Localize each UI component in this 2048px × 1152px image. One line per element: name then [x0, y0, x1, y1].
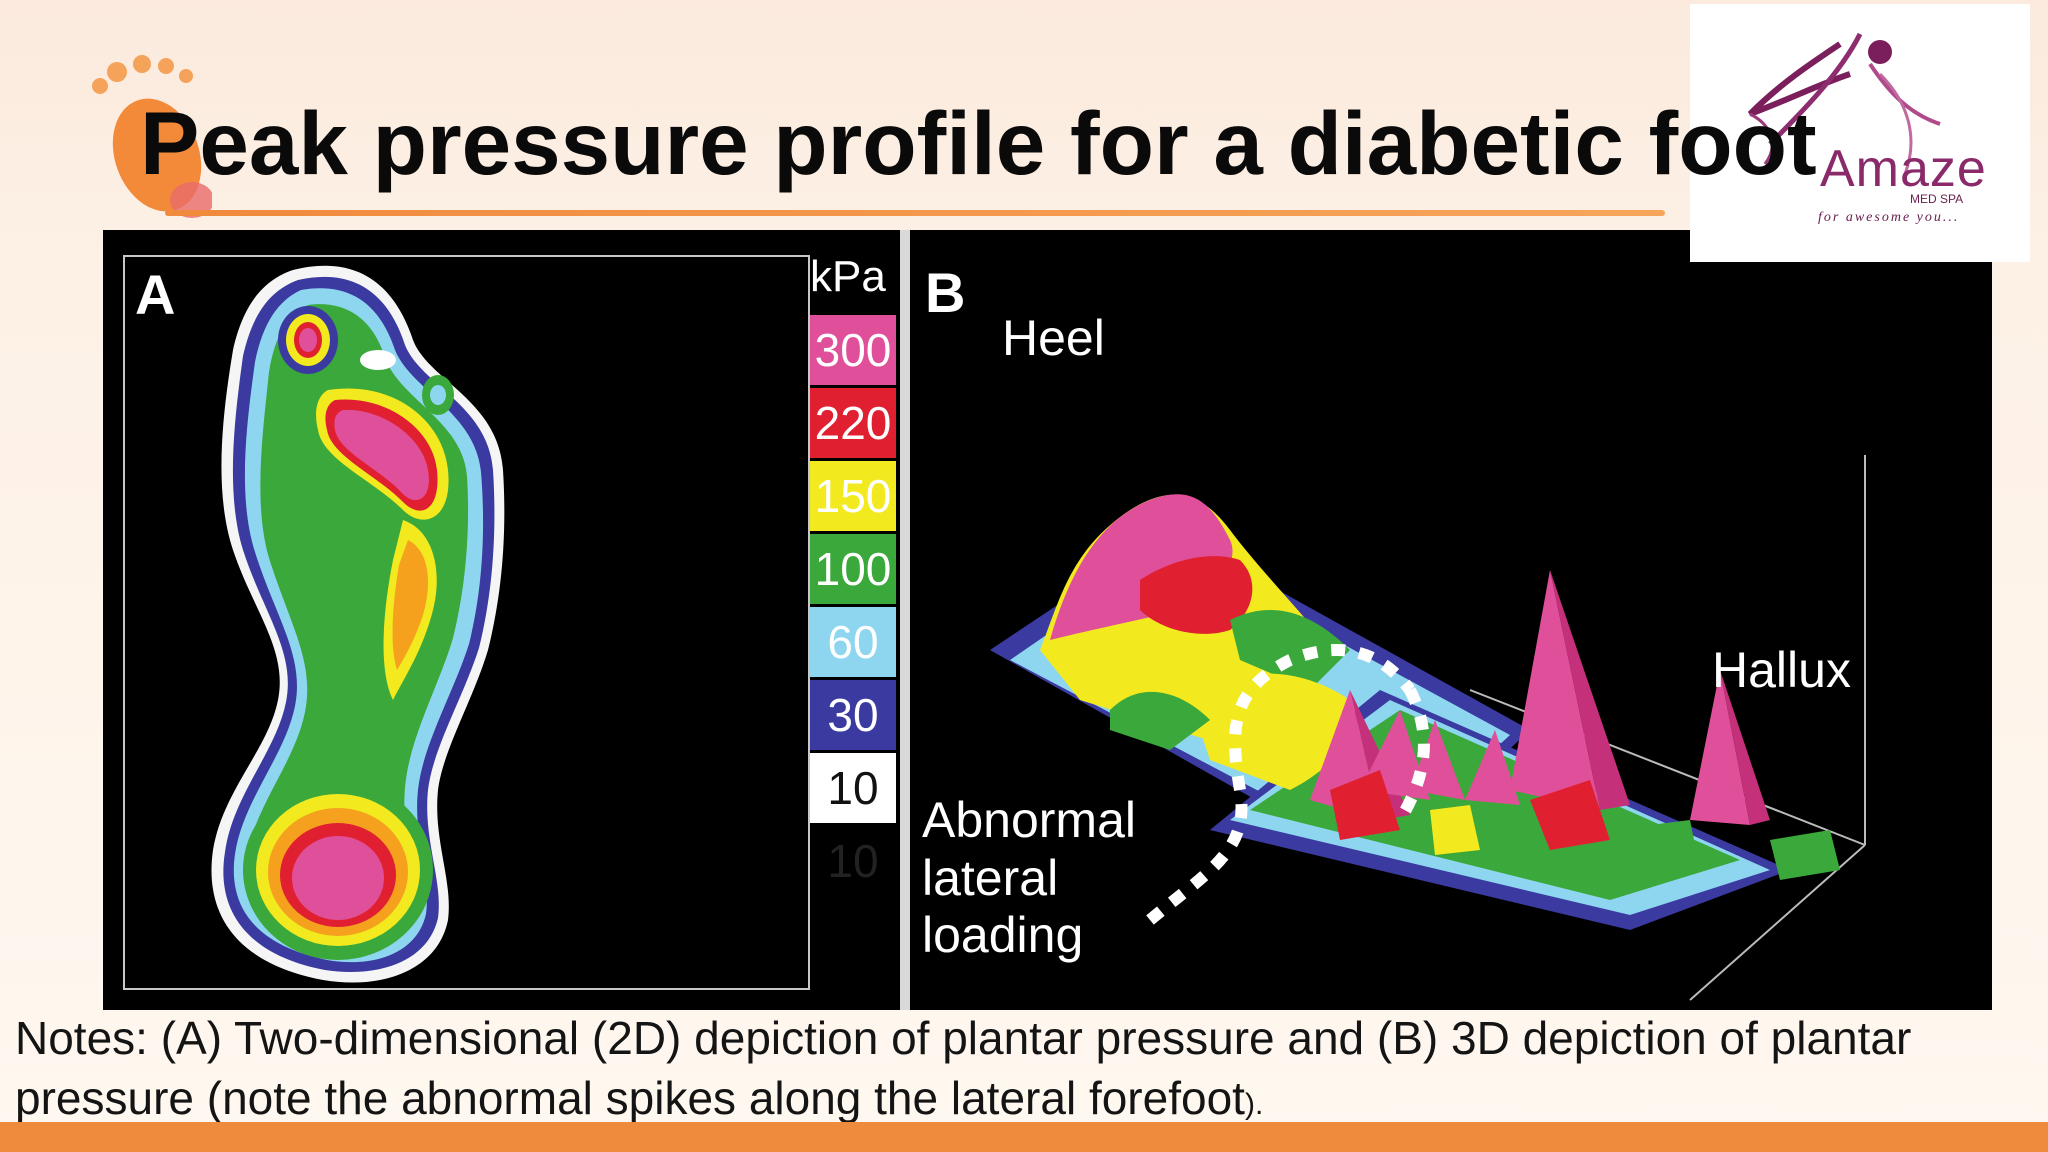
- lateral-label-line-3: loading: [922, 907, 1084, 963]
- scale-cell-7: 10: [810, 826, 896, 896]
- notes-end: ).: [1244, 1088, 1264, 1121]
- panel-divider: [900, 230, 910, 1010]
- panel-a-letter: A: [135, 263, 176, 326]
- footprint-heatmap: [211, 265, 505, 983]
- logo-name: Amaze: [1820, 140, 1987, 198]
- scale-cell-2: 150: [810, 461, 896, 531]
- slide-title: Peak pressure profile for a diabetic foo…: [140, 93, 1817, 193]
- panel-b-3d-pressure-plot: B: [910, 230, 1992, 1010]
- scale-cell-0: 300: [810, 315, 896, 385]
- amaze-logo: Amaze MED SPA for awesome you...: [1690, 4, 2030, 262]
- bottom-accent-bar: [0, 1122, 2048, 1152]
- scale-cell-4: 60: [810, 607, 896, 677]
- hallux-label: Hallux: [1712, 642, 1851, 698]
- scale-cell-5: 30: [810, 680, 896, 750]
- panel-b-letter: B: [925, 261, 966, 324]
- scale-cell-1: 220: [810, 388, 896, 458]
- lateral-label-line-2: lateral: [922, 849, 1059, 906]
- figure-notes: Notes: (A) Two-dimensional (2D) depictio…: [15, 1008, 2025, 1135]
- lateral-loading-label: Abnormal lateral loading: [922, 792, 1136, 965]
- heel-label: Heel: [1002, 310, 1105, 366]
- title-underline: [165, 210, 1665, 216]
- 3d-surface-plot: [990, 455, 1866, 1001]
- logo-swirl-icon: [1747, 32, 1941, 175]
- logo-tagline: for awesome you...: [1818, 210, 1960, 225]
- notes-text: Notes: (A) Two-dimensional (2D) depictio…: [15, 1012, 1912, 1124]
- scale-cell-6: 10: [810, 753, 896, 823]
- scale-unit-label: kPa: [810, 252, 886, 301]
- panel-a-2d-pressure-map: A: [103, 230, 900, 1010]
- logo-subtitle: MED SPA: [1910, 192, 1964, 206]
- panel-a-frame: [123, 255, 810, 990]
- scale-cell-3: 100: [810, 534, 896, 604]
- footprint-icon: [92, 55, 212, 218]
- lateral-label-line-1: Abnormal: [922, 792, 1136, 848]
